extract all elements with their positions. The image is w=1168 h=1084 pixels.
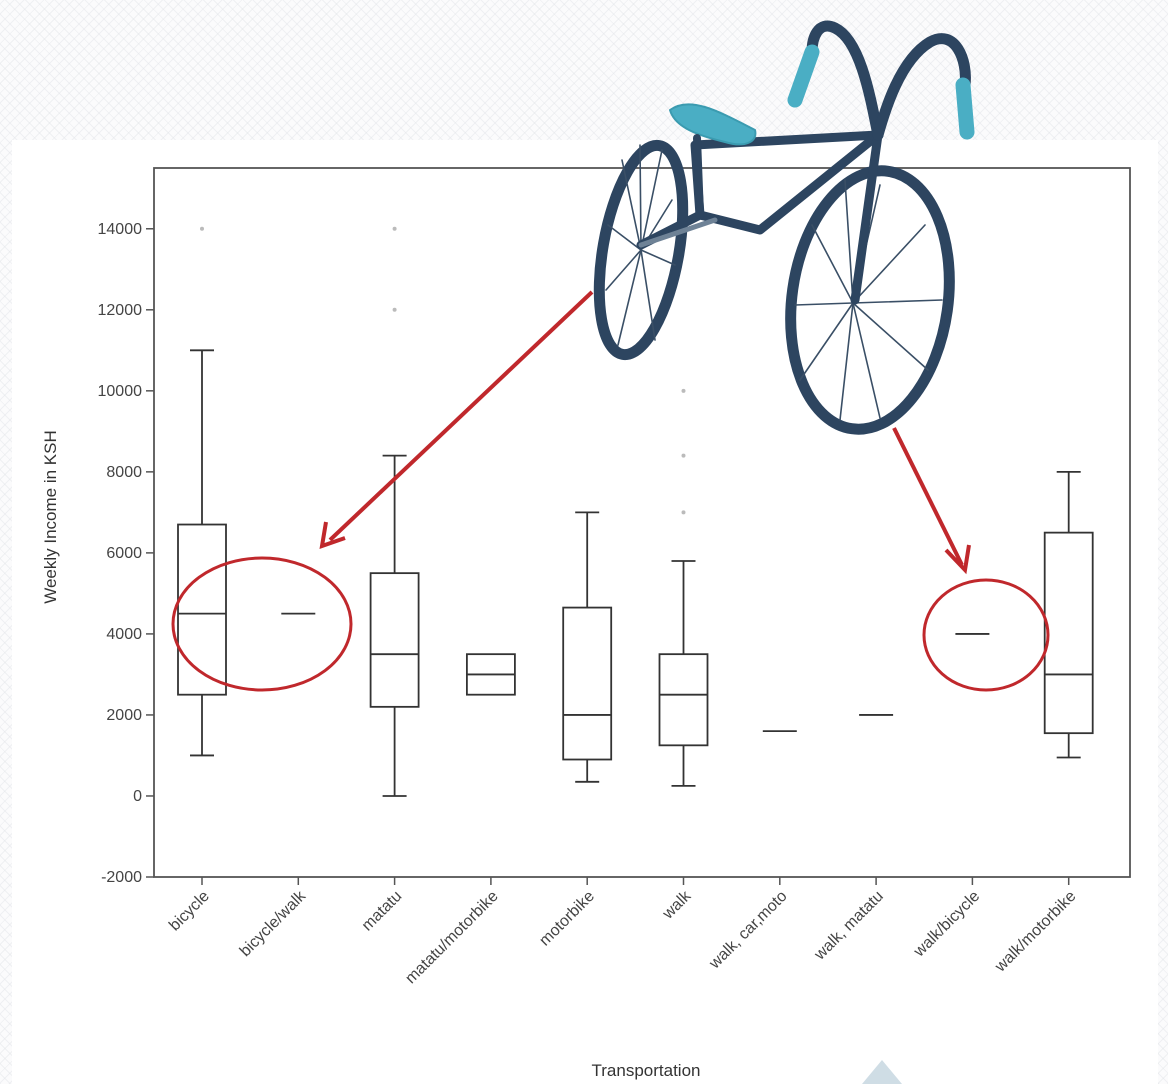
y-tick-label: 0 bbox=[133, 788, 142, 805]
box-iqr bbox=[369, 572, 420, 708]
seat-post bbox=[693, 134, 704, 219]
box-iqr bbox=[562, 606, 613, 761]
handlebar-right bbox=[872, 33, 971, 141]
box-iqr bbox=[177, 523, 227, 696]
y-tick-label: 14000 bbox=[98, 221, 143, 238]
plot-frame bbox=[153, 167, 1131, 878]
y-axis-title: Weekly Income in KSH bbox=[41, 430, 60, 604]
x-tick-label: walk, car,moto bbox=[706, 888, 791, 973]
handlebar-left bbox=[806, 20, 884, 141]
outlier-point bbox=[392, 307, 397, 312]
x-tick-label: walk bbox=[659, 887, 695, 923]
y-tick-label: 10000 bbox=[98, 383, 143, 400]
bike-frame-lower bbox=[636, 130, 883, 250]
x-tick-label: matatu/motorbike bbox=[402, 888, 501, 987]
outlier-point bbox=[392, 226, 397, 231]
outlier-point bbox=[681, 453, 686, 458]
decorative-triangle bbox=[862, 1060, 902, 1084]
right-grip bbox=[955, 77, 975, 140]
outlier-point bbox=[681, 388, 686, 393]
arrow-right-shaft bbox=[892, 427, 964, 566]
outlier-point bbox=[200, 226, 204, 231]
x-tick-label: motorbike bbox=[536, 888, 598, 950]
bike-chainstay bbox=[638, 217, 718, 248]
y-tick-label: 4000 bbox=[106, 626, 142, 643]
x-tick-label: matatu bbox=[359, 888, 406, 935]
front-wheel bbox=[785, 165, 955, 435]
y-tick-label: -2000 bbox=[101, 869, 142, 886]
x-tick-label: walk, matatu bbox=[811, 888, 887, 964]
x-tick-label: bicycle/walk bbox=[237, 887, 310, 960]
y-tick-label: 6000 bbox=[106, 545, 142, 562]
box-iqr bbox=[658, 653, 709, 747]
x-tick-label: walk/motorbike bbox=[991, 888, 1079, 976]
annotations bbox=[171, 290, 1050, 692]
rear-wheel bbox=[593, 139, 689, 361]
bike-fork bbox=[850, 130, 883, 305]
bike-seat bbox=[669, 103, 757, 146]
x-axis-title: Transportation bbox=[592, 1061, 701, 1080]
highlight-circle-right bbox=[922, 578, 1050, 692]
x-tick-label: walk/bicycle bbox=[910, 888, 983, 961]
highlight-circle-left bbox=[171, 556, 353, 692]
x-tick-label: bicycle bbox=[166, 888, 213, 935]
outlier-point bbox=[681, 510, 686, 515]
y-tick-label: 8000 bbox=[106, 464, 142, 481]
y-tick-label: 12000 bbox=[98, 302, 143, 319]
y-tick-label: 2000 bbox=[106, 707, 142, 724]
arrow-left-shaft bbox=[328, 290, 594, 542]
bicycle-illustration bbox=[593, 20, 975, 435]
box-iqr bbox=[1043, 531, 1094, 735]
left-grip bbox=[787, 44, 820, 108]
arrow-right-head bbox=[944, 544, 971, 575]
arrow-left-head bbox=[319, 521, 346, 549]
